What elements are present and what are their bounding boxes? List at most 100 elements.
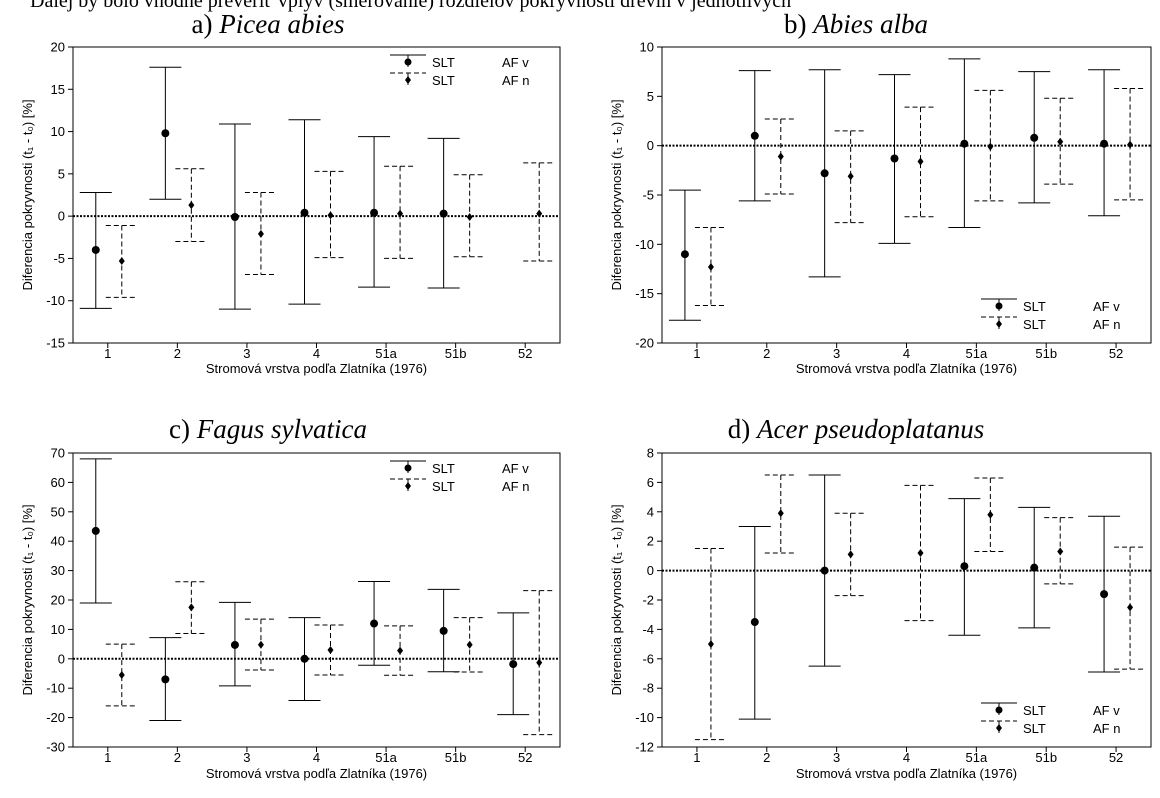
mean-point — [777, 509, 784, 518]
y-tick-label: 0 — [58, 651, 65, 666]
x-tick-label: 1 — [104, 346, 111, 361]
x-tick-label: 1 — [693, 750, 700, 765]
mean-point — [300, 654, 309, 663]
mean-point — [466, 212, 473, 221]
mean-point — [257, 229, 264, 238]
x-tick-label: 51a — [375, 750, 397, 765]
mean-point — [917, 548, 924, 557]
panel-title: c) Fagus sylvatica — [169, 414, 367, 444]
x-tick-label: 2 — [174, 750, 181, 765]
mean-point — [466, 640, 473, 649]
mean-point — [847, 550, 854, 559]
mean-point — [536, 209, 543, 218]
mean-point — [777, 152, 784, 161]
mean-point — [960, 562, 969, 571]
panel-title-prefix: c) — [169, 414, 197, 444]
y-tick-label: 6 — [647, 475, 654, 490]
legend-marker — [404, 464, 412, 472]
y-tick-label: -5 — [53, 251, 65, 266]
mean-point — [161, 675, 170, 684]
legend-label: SLT — [432, 479, 455, 494]
y-tick-label: 10 — [51, 622, 65, 637]
panel-b: b) Abies alba -20 -15 -10 -5 0 5 10 1 2 3 4 51a 51b 52… — [609, 9, 1152, 376]
mean-point — [680, 250, 689, 259]
y-tick-label: 2 — [647, 534, 654, 549]
x-tick-label: 52 — [518, 750, 532, 765]
legend-label: SLT — [432, 55, 455, 70]
x-tick-label: 2 — [174, 346, 181, 361]
mean-point — [987, 142, 994, 151]
mean-point — [960, 139, 969, 148]
mean-point — [397, 209, 404, 218]
x-tick-label: 2 — [763, 346, 770, 361]
mean-point — [370, 208, 379, 217]
x-tick-label: 51a — [966, 346, 988, 361]
mean-point — [917, 157, 924, 166]
panel-title: d) Acer pseudoplatanus — [728, 414, 984, 444]
y-tick-label: 60 — [51, 475, 65, 490]
mean-point — [118, 256, 125, 265]
y-tick-label: 20 — [51, 593, 65, 608]
panel-title-prefix: d) — [728, 414, 757, 444]
mean-point — [188, 603, 195, 612]
mean-point — [188, 201, 195, 210]
y-tick-label: 5 — [58, 166, 65, 181]
y-tick-label: 20 — [51, 40, 65, 55]
mean-point — [370, 619, 379, 628]
mean-point — [327, 211, 334, 220]
panel-c: c) Fagus sylvatica -30 -20 -10 0 10 20 30 40 50 60… — [20, 414, 561, 781]
mean-point — [1100, 139, 1109, 148]
legend-label: SLT — [432, 461, 455, 476]
legend-extra: AF n — [502, 73, 529, 88]
mean-point — [707, 640, 714, 649]
x-tick-label: 3 — [243, 346, 250, 361]
x-tick-label: 3 — [833, 750, 840, 765]
y-tick-label: 0 — [647, 563, 654, 578]
plot-frame — [72, 46, 561, 344]
x-tick-label: 3 — [833, 346, 840, 361]
y-tick-label: -10 — [46, 293, 65, 308]
mean-point — [1100, 590, 1109, 599]
y-tick-label: -4 — [642, 622, 654, 637]
legend-label: SLT — [1023, 721, 1046, 736]
x-tick-label: 51b — [1035, 750, 1057, 765]
x-axis-label: Stromová vrstva podľa Zlatníka (1976) — [796, 766, 1017, 781]
y-axis-label: Diferencia pokryvnosti (t₁ - t₀) [%] — [609, 504, 624, 695]
mean-point — [1057, 547, 1064, 556]
plot-frame — [661, 452, 1152, 748]
legend-extra: AF v — [1093, 703, 1120, 718]
plot-frame — [661, 46, 1152, 344]
mean-point — [230, 212, 239, 221]
panel-title: b) Abies alba — [784, 9, 928, 39]
y-tick-label: -10 — [635, 710, 654, 725]
x-tick-label: 52 — [1109, 346, 1123, 361]
panel-title-prefix: a) — [192, 9, 220, 39]
y-tick-label: -20 — [46, 710, 65, 725]
y-axis-label: Diferencia pokryvnosti (t₁ - t₀) [%] — [20, 99, 35, 290]
legend-extra: AF v — [502, 461, 529, 476]
legend-marker — [405, 76, 411, 84]
mean-point — [91, 245, 100, 254]
mean-point — [161, 129, 170, 138]
y-tick-label: -2 — [642, 593, 654, 608]
x-tick-label: 52 — [518, 346, 532, 361]
y-tick-label: 40 — [51, 534, 65, 549]
mean-point — [230, 640, 239, 649]
mean-point — [118, 670, 125, 679]
x-axis-label: Stromová vrstva podľa Zlatníka (1976) — [206, 361, 427, 376]
x-tick-label: 4 — [313, 750, 320, 765]
legend-marker — [995, 706, 1003, 714]
legend-extra: AF n — [502, 479, 529, 494]
x-tick-label: 51a — [375, 346, 397, 361]
panel-title-species: Picea abies — [218, 9, 344, 39]
mean-point — [707, 263, 714, 272]
panel-d: d) Acer pseudoplatanus -12 -10 -8 -6 -4 -2 0 2 4 6… — [609, 414, 1152, 781]
x-tick-label: 51b — [445, 346, 467, 361]
legend-label: SLT — [1023, 703, 1046, 718]
legend-label: SLT — [1023, 317, 1046, 332]
panel-title-species: Acer pseudoplatanus — [755, 414, 984, 444]
legend-marker — [995, 302, 1003, 310]
mean-point — [1127, 603, 1134, 612]
mean-point — [750, 131, 759, 140]
